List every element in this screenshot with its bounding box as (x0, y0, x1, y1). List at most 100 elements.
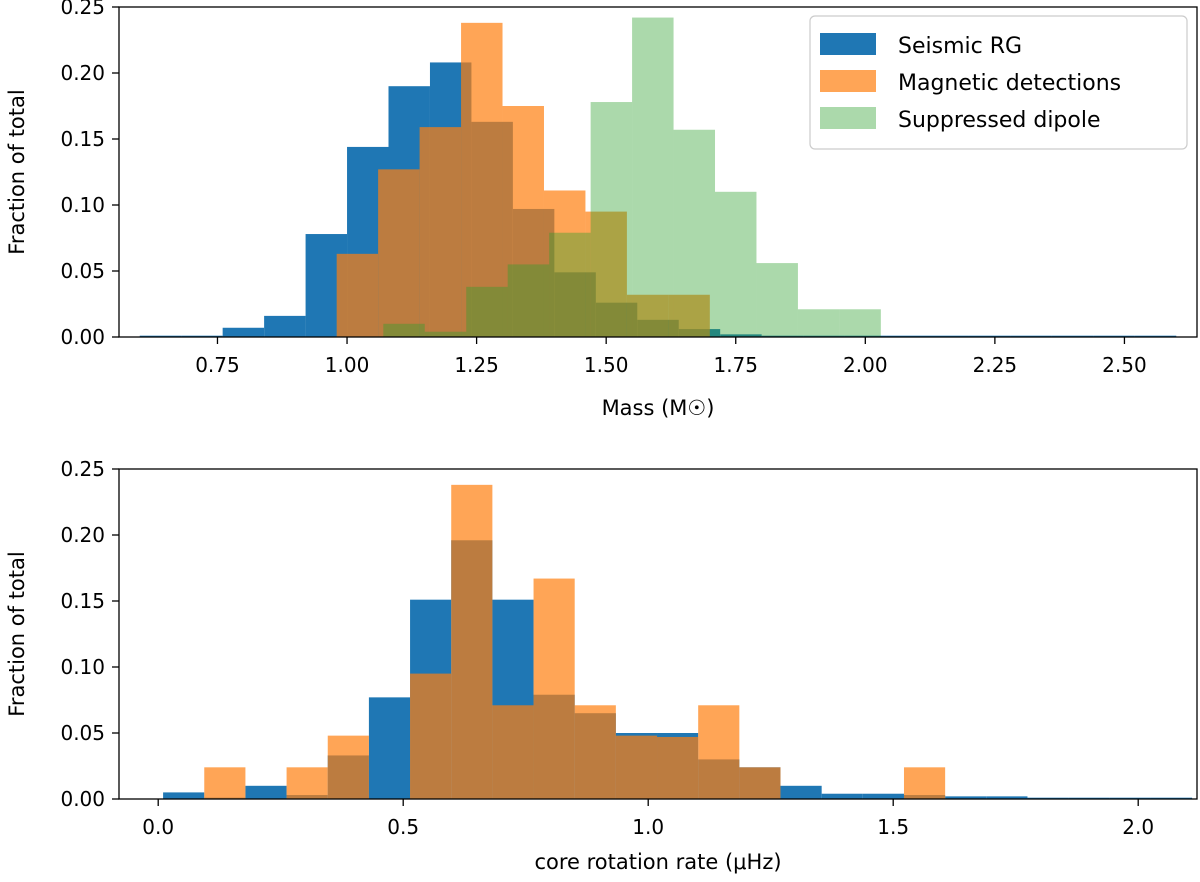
y-axis-label: Fraction of total (5, 89, 29, 254)
x-tick-label: 1.75 (713, 353, 758, 377)
rotation-histogram-panel: 0.0 0.5 1.0 1.5 2.0 0.00 0.05 0.10 0.15 0.20 0.25 c… (5, 457, 1198, 874)
x-tick-label: 0.0 (142, 815, 174, 839)
histogram-bar (424, 331, 467, 337)
histogram-bar (286, 767, 328, 799)
x-tick-label: 1.25 (454, 353, 499, 377)
histogram-bar (139, 335, 182, 337)
x-tick-label: 2.00 (843, 353, 888, 377)
histogram-bar (181, 335, 223, 337)
histogram-bar (839, 309, 881, 337)
x-tick-label: 1.00 (325, 353, 370, 377)
y-tick-label: 0.00 (60, 787, 105, 811)
histogram-bar (336, 253, 379, 337)
x-tick-label: 0.5 (387, 815, 419, 839)
histogram-bar (968, 335, 1011, 337)
histogram-bar (739, 767, 781, 799)
histogram-bar (698, 705, 740, 799)
histogram-bar (264, 315, 306, 337)
mass-histogram-panel: 0.75 1.00 1.25 1.50 1.75 2.00 2.25 2.50 0.00 0.05… (5, 0, 1198, 420)
histogram-bar (327, 735, 369, 799)
histogram-bar (466, 286, 508, 337)
histogram-bar (461, 22, 503, 338)
histogram-bar (451, 484, 493, 799)
histogram-bar (1051, 335, 1094, 337)
histogram-bar (945, 796, 987, 799)
legend-label: Magnetic detections (898, 71, 1121, 96)
y-tick-label: 0.25 (60, 457, 105, 481)
histogram-bar (1068, 797, 1110, 799)
histogram-bar (502, 106, 544, 337)
histogram-bar (368, 697, 411, 799)
histogram-bar (657, 736, 699, 799)
x-tick-label: 0.75 (195, 353, 240, 377)
histogram-bar (821, 793, 863, 799)
histogram-bar (590, 102, 633, 337)
axes-frame (118, 6, 1198, 338)
y-tick-label: 0.00 (60, 325, 105, 349)
histogram-bar (1027, 797, 1069, 799)
legend-swatch (820, 70, 876, 92)
histogram-bar (927, 335, 969, 337)
legend: Seismic RG Magnetic detections Suppressed … (809, 15, 1188, 150)
x-tick-label: 2.25 (973, 353, 1018, 377)
y-axis-label: Fraction of total (5, 551, 29, 716)
histogram-bar (986, 796, 1028, 799)
histogram-bar (543, 190, 586, 337)
histogram-bar (797, 309, 840, 337)
histogram-bar (163, 792, 205, 799)
histogram-bar (756, 263, 798, 337)
histogram-bar (903, 767, 946, 799)
histogram-bar (1150, 797, 1193, 799)
y-tick-label: 0.10 (60, 193, 105, 217)
histogram-bar (410, 673, 452, 799)
histogram-bar (585, 211, 627, 337)
histogram-bar (720, 334, 762, 337)
histogram-bar (222, 327, 265, 337)
y-tick-label: 0.15 (60, 589, 105, 613)
histogram-bar (245, 785, 287, 799)
y-tick-label: 0.20 (60, 523, 105, 547)
x-tick-label: 1.0 (632, 815, 664, 839)
histogram-bar (492, 705, 534, 799)
histogram-bar (1109, 797, 1151, 799)
legend-box (809, 15, 1188, 150)
histogram-bar (886, 335, 928, 337)
y-tick-label: 0.25 (60, 0, 105, 19)
histogram-bar (626, 294, 669, 337)
legend-label: Seismic RG (898, 34, 1022, 59)
histogram-bar (862, 793, 904, 799)
legend-swatch (820, 33, 876, 55)
histogram-bar (668, 294, 710, 337)
histogram-bar (383, 323, 425, 337)
histogram-bar (533, 578, 575, 799)
histogram-bar (204, 767, 246, 799)
histogram-bar (549, 232, 591, 337)
histogram-bar (615, 735, 658, 799)
x-tick-label: 2.0 (1122, 815, 1154, 839)
histogram-bar (803, 335, 845, 337)
x-tick-label: 2.50 (1102, 353, 1147, 377)
x-tick-label: 1.5 (877, 815, 909, 839)
axes-frame (118, 468, 1198, 800)
histogram-bar (632, 17, 674, 338)
y-tick-label: 0.05 (60, 259, 105, 283)
legend-swatch (820, 107, 876, 129)
histogram-bar (1093, 335, 1135, 337)
histogram-bar (715, 191, 757, 337)
x-tick-label: 1.50 (584, 353, 629, 377)
histogram-bar (378, 169, 420, 337)
histogram-bar (507, 264, 550, 337)
y-tick-label: 0.05 (60, 721, 105, 745)
histogram-bar (574, 705, 616, 799)
y-tick-label: 0.10 (60, 655, 105, 679)
legend-label: Suppressed dipole (898, 108, 1101, 133)
histogram-bar (844, 335, 887, 337)
x-axis-label: core rotation rate (μHz) (534, 850, 781, 874)
y-tick-label: 0.20 (60, 61, 105, 85)
y-tick-label: 0.15 (60, 127, 105, 151)
x-axis-label: Mass (M☉) (602, 396, 715, 420)
histogram-bar (1010, 335, 1052, 337)
series-magnetic-detections (204, 484, 946, 799)
series-magnetic-detections (336, 22, 710, 338)
